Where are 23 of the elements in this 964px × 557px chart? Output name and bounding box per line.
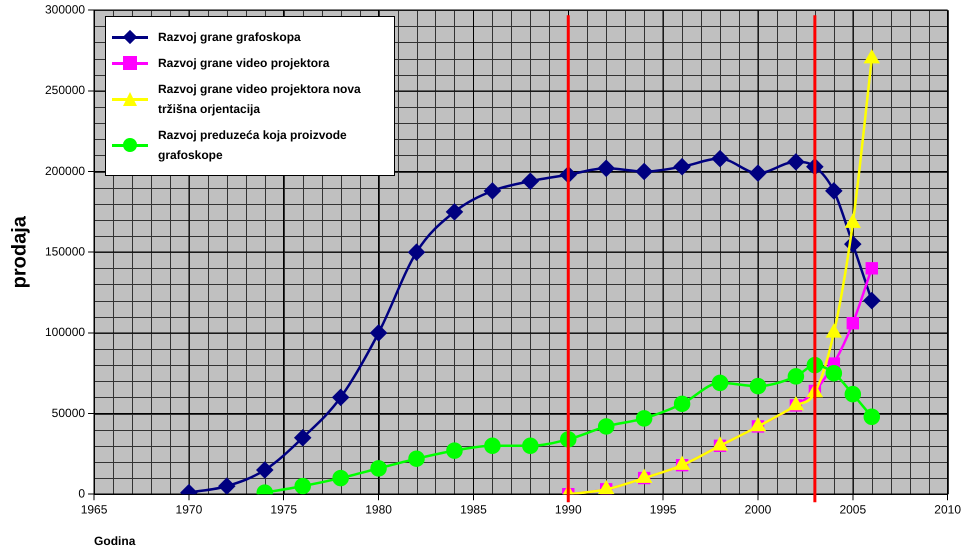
legend-label: Razvoj grane video projektora nova tržišna orjentacija: [158, 81, 362, 118]
x-tick-label: 1980: [365, 502, 392, 517]
y-tick-label: 250000: [44, 83, 86, 98]
x-tick-label: 2010: [934, 502, 962, 517]
y-tick-label: 0: [78, 486, 86, 501]
y-tick-label: 150000: [44, 244, 86, 259]
x-tick-label: 1985: [460, 502, 488, 517]
legend-label: Razvoj grane video projektora: [158, 55, 330, 72]
y-tick-label: 50000: [52, 406, 86, 420]
y-tick-label: 100000: [44, 325, 86, 340]
x-tick-label: 1965: [80, 502, 108, 517]
x-tick-label: 1990: [554, 502, 582, 517]
x-tick-label: 1970: [176, 502, 203, 517]
legend-label: Razvoj preduzeća koja proizvode grafoskope: [158, 127, 348, 164]
x-tick-label: 1995: [650, 502, 677, 517]
legend-label: Razvoj grane grafoskopa: [158, 29, 301, 46]
x-axis-title: Godina: [94, 534, 136, 548]
x-tick-label: 1975: [270, 502, 298, 517]
y-axis-title: prodaja: [8, 215, 31, 288]
y-tick-label: 200000: [44, 164, 86, 178]
x-tick-label: 2005: [839, 502, 866, 517]
y-tick-label: 300000: [44, 2, 86, 17]
x-tick-label: 2000: [744, 502, 772, 517]
